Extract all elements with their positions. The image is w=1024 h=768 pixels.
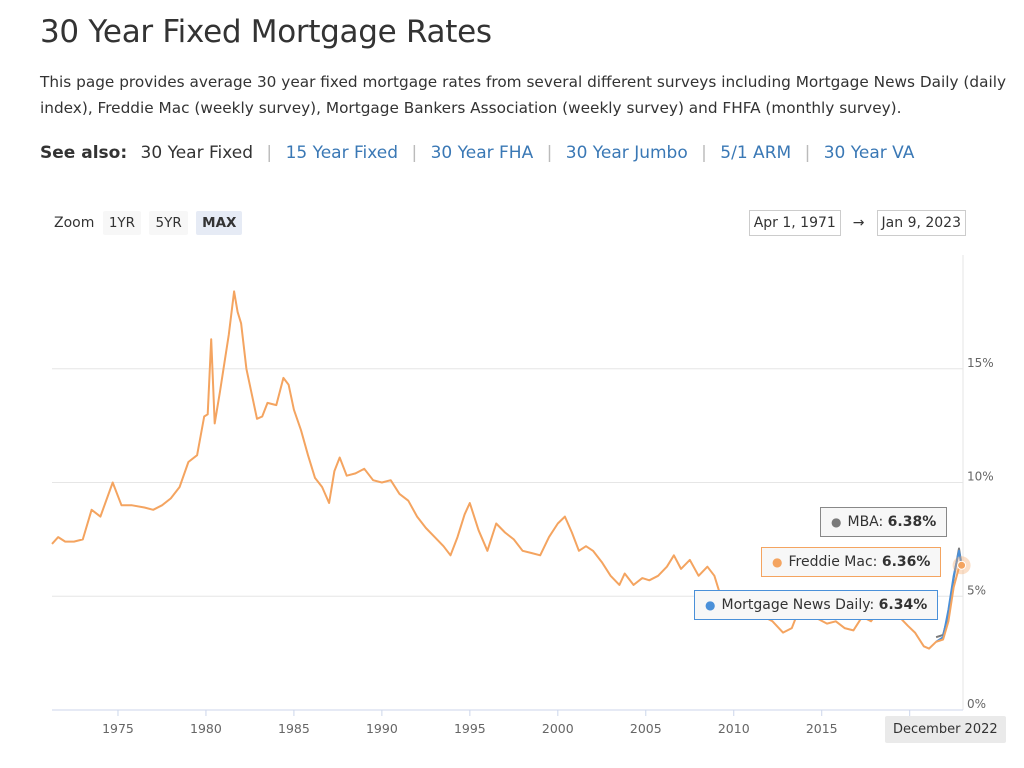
link-30-year-va[interactable]: 30 Year VA (823, 143, 915, 163)
link-30-year-fha[interactable]: 30 Year FHA (430, 143, 534, 163)
tooltip-freddie: ● Freddie Mac: 6.36% (761, 547, 942, 577)
tooltip-mnd: ● Mortgage News Daily: 6.34% (694, 590, 939, 620)
mortgage-rate-chart[interactable]: 0% 5% 10% 15% 1975 1980 1985 1990 1995 2000 2005 20… (0, 245, 1024, 745)
zoom-controls: Zoom 1YR 5YR MAX (54, 211, 246, 235)
page-title: 30 Year Fixed Mortgage Rates (40, 14, 492, 50)
y-tick-label: 5% (967, 583, 986, 597)
tooltip-mba-value: 6.38% (887, 514, 937, 530)
y-tick-label: 10% (967, 470, 994, 484)
tooltip-mnd-label: Mortgage News Daily: (721, 597, 875, 613)
x-tick-label: 1995 (454, 721, 486, 736)
tooltip-freddie-value: 6.36% (881, 554, 931, 570)
y-tick-label: 0% (967, 697, 986, 711)
separator: | (266, 143, 273, 163)
separator: | (411, 143, 418, 163)
separator: | (701, 143, 707, 163)
separator: | (546, 143, 553, 163)
link-15-year-fixed[interactable]: 15 Year Fixed (285, 143, 399, 163)
x-tick-label: 2005 (630, 721, 662, 736)
date-range: Apr 1, 1971 → Jan 9, 2023 (748, 210, 966, 236)
hover-point (957, 560, 967, 570)
x-tick-label: 2015 (806, 721, 838, 736)
range-end-input[interactable]: Jan 9, 2023 (876, 210, 966, 236)
link-5-1-arm[interactable]: 5/1 ARM (720, 143, 792, 163)
mba-dot-icon: ● (831, 515, 842, 529)
tooltip-mba-label: MBA: (847, 514, 884, 530)
mnd-dot-icon: ● (705, 598, 716, 612)
see-also-current: 30 Year Fixed (140, 143, 254, 163)
tooltip-mba: ● MBA: 6.38% (820, 507, 948, 537)
x-tick-label: 2010 (718, 721, 750, 736)
zoom-max-button[interactable]: MAX (196, 211, 243, 235)
separator: | (804, 143, 811, 163)
zoom-label: Zoom (54, 215, 95, 231)
y-tick-label: 15% (967, 356, 994, 370)
tooltip-mnd-value: 6.34% (878, 597, 928, 613)
x-tick-label: 2000 (542, 721, 574, 736)
x-crosshair-label: December 2022 (885, 716, 1006, 743)
x-tick-label: 1990 (366, 721, 398, 736)
see-also-label: See also: (40, 143, 128, 163)
range-arrow-icon: → (852, 215, 865, 231)
series-line-mortgage-news-daily (935, 549, 963, 643)
zoom-1yr-button[interactable]: 1YR (102, 211, 142, 235)
range-start-input[interactable]: Apr 1, 1971 (748, 210, 841, 236)
zoom-5yr-button[interactable]: 5YR (149, 211, 188, 235)
link-30-year-jumbo[interactable]: 30 Year Jumbo (565, 143, 688, 163)
x-tick-label: 1980 (190, 721, 222, 736)
see-also-nav: See also: 30 Year Fixed | 15 Year Fixed … (40, 143, 914, 163)
freddie-dot-icon: ● (772, 555, 783, 569)
tooltip-freddie-label: Freddie Mac: (788, 554, 878, 570)
x-tick-label: 1975 (102, 721, 134, 736)
x-tick-label: 1985 (278, 721, 310, 736)
page-intro: This page provides average 30 year fixed… (40, 73, 1007, 117)
